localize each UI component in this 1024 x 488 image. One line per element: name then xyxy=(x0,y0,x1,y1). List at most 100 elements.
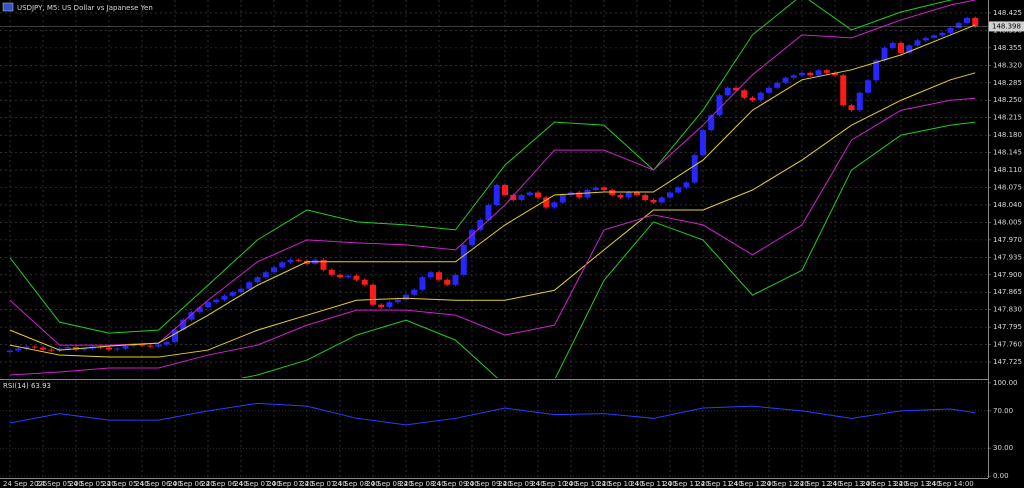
y-tick-label: 147.830 xyxy=(993,306,1022,314)
y-tick-label: 148.285 xyxy=(993,79,1022,87)
candle-body xyxy=(444,279,451,285)
x-tick-label: 24 Sep 10:40 xyxy=(597,480,644,488)
candle-body xyxy=(873,60,880,81)
candle-body xyxy=(254,277,261,283)
candle-body xyxy=(922,37,929,41)
candle-body xyxy=(576,192,583,198)
y-tick-label: 147.865 xyxy=(993,288,1022,296)
candle-body xyxy=(460,244,467,275)
candle-body xyxy=(790,75,797,78)
candle-body xyxy=(518,194,525,200)
candle-body xyxy=(733,87,739,91)
y-tick-label: 148.215 xyxy=(993,114,1022,122)
y-tick-label: 148.040 xyxy=(993,201,1022,209)
candle-body xyxy=(667,192,673,198)
y-tick-label: 148.250 xyxy=(993,96,1022,104)
candle-body xyxy=(551,202,558,208)
candle-body xyxy=(295,259,302,261)
y-tick-label: 148.180 xyxy=(993,131,1022,139)
x-tick-label: 24 Sep 11:40 xyxy=(696,480,743,488)
candle-body xyxy=(122,346,129,349)
candle-body xyxy=(898,42,904,53)
candle-body xyxy=(386,302,393,308)
candle-body xyxy=(592,187,599,190)
candle-body xyxy=(559,194,566,203)
y-tick-label: 30.00 xyxy=(993,444,1013,452)
candle-body xyxy=(807,72,814,76)
candle-body xyxy=(642,194,649,200)
candle-body xyxy=(221,295,228,300)
candle-body xyxy=(823,70,830,73)
x-tick-label: 24 Sep 11:20 xyxy=(663,480,710,488)
candle-body xyxy=(370,284,376,305)
candle-body xyxy=(774,82,781,88)
candle-body xyxy=(477,219,484,230)
candle-body xyxy=(749,97,756,101)
candle-body xyxy=(106,347,112,350)
x-tick-label: 24 Sep 05:40 xyxy=(102,480,149,488)
candle-body xyxy=(213,299,220,303)
x-tick-label: 24 Sep 09:00 xyxy=(432,480,479,488)
labels: 148.425148.390148.355148.320148.285148.2… xyxy=(3,9,1024,488)
candle-body xyxy=(584,189,591,198)
candle-body xyxy=(64,347,71,349)
candle-body xyxy=(510,194,517,200)
candle-body xyxy=(691,155,698,183)
candle-body xyxy=(617,194,624,198)
candle-body xyxy=(427,272,434,278)
candle-body xyxy=(262,272,269,278)
candle-body xyxy=(856,92,863,111)
current-price-label: 148.398 xyxy=(992,22,1021,30)
candle-body xyxy=(757,92,764,101)
price-pane xyxy=(0,0,988,378)
x-tick-label: 24 Sep 13:00 xyxy=(828,480,875,488)
x-tick-label: 24 Sep 07:20 xyxy=(267,480,314,488)
candle-body xyxy=(7,350,13,353)
candle-body xyxy=(815,70,822,76)
y-tick-label: 147.900 xyxy=(993,271,1022,279)
y-tick-label: 147.935 xyxy=(993,253,1022,261)
x-tick-label: 24 Sep 13:40 xyxy=(894,480,941,488)
candle-body xyxy=(526,192,533,195)
candle-body xyxy=(972,17,979,27)
y-tick-label: 148.005 xyxy=(993,218,1022,226)
rsi-line xyxy=(9,402,976,426)
candle-body xyxy=(683,182,690,188)
y-tick-label: 148.110 xyxy=(993,166,1022,174)
candle-body xyxy=(155,344,162,347)
x-tick-label: 24 Sep 2025 xyxy=(3,480,47,488)
chart-title: USDJPY, M5: US Dollar vs Japanese Yen xyxy=(17,4,153,12)
y-tick-label: 148.355 xyxy=(993,44,1022,52)
candle-body xyxy=(931,35,937,38)
candle-body xyxy=(493,185,500,205)
y-tick-label: 147.725 xyxy=(993,358,1022,366)
x-tick-label: 24 Sep 05:20 xyxy=(69,480,116,488)
candle-body xyxy=(139,344,145,346)
candle-body xyxy=(163,342,170,345)
y-tick-label: 148.075 xyxy=(993,184,1022,192)
candle-body xyxy=(939,32,946,36)
x-tick-label: 24 Sep 06:20 xyxy=(168,480,215,488)
candle-body xyxy=(196,307,203,313)
x-tick-label: 24 Sep 14:00 xyxy=(927,480,974,488)
current-price-box xyxy=(989,21,1024,32)
candle-body xyxy=(15,348,22,351)
candle-body xyxy=(955,22,962,28)
candle-body xyxy=(337,274,343,278)
x-tick-label: 24 Sep 10:20 xyxy=(564,480,611,488)
candle-body xyxy=(361,279,368,285)
candle-body xyxy=(114,348,121,350)
band-line xyxy=(240,121,976,378)
x-tick-label: 24 Sep 12:20 xyxy=(762,480,809,488)
y-tick-label: 147.760 xyxy=(993,341,1022,349)
candle-body xyxy=(840,75,847,106)
x-tick-label: 24 Sep 08:00 xyxy=(333,480,380,488)
candle-body xyxy=(650,199,657,203)
candle-body xyxy=(188,312,195,320)
x-tick-label: 24 Sep 13:20 xyxy=(861,480,908,488)
symbol-flag xyxy=(2,2,14,12)
x-tick-label: 24 Sep 07:40 xyxy=(300,480,347,488)
x-tick-label: 24 Sep 10:00 xyxy=(531,480,578,488)
candle-body xyxy=(716,95,723,116)
